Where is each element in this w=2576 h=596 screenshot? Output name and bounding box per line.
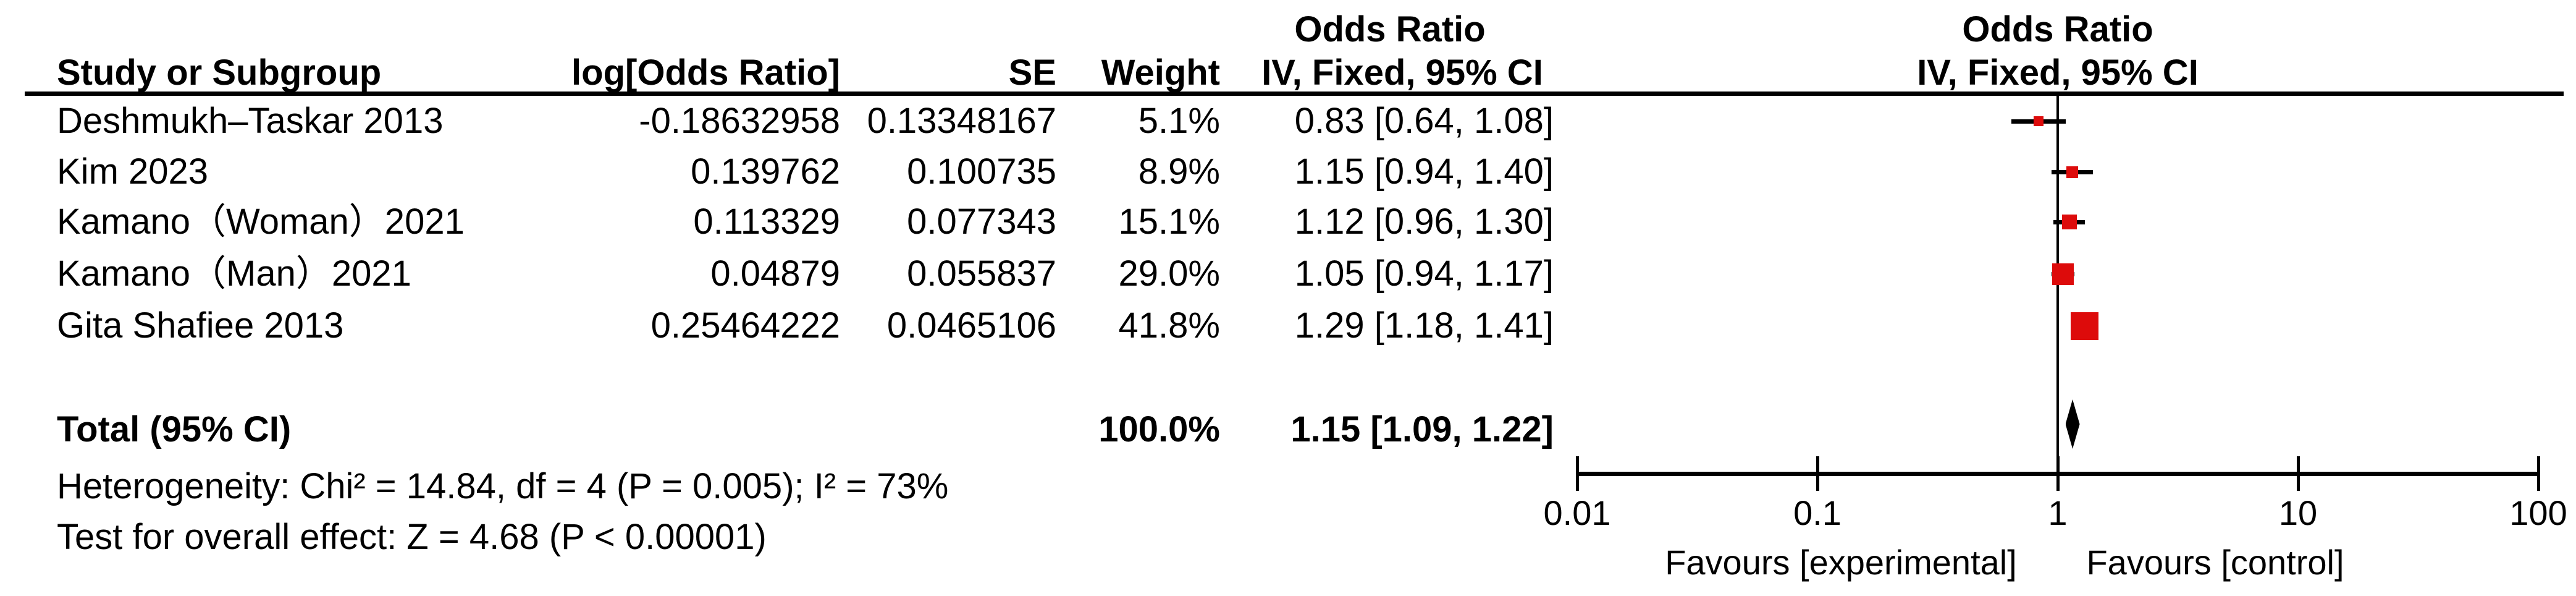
x-axis-tick-label: 1 — [2048, 493, 2068, 532]
or-ci-value: 1.15 [0.94, 1.40] — [1294, 151, 1554, 192]
weight-value: 29.0% — [1118, 253, 1220, 294]
column-header-weight: Weight — [1101, 53, 1220, 93]
column-header-se: SE — [1008, 53, 1056, 93]
x-axis-tick — [1816, 456, 1819, 491]
weight-value: 8.9% — [1138, 151, 1220, 192]
overall-effect-text: Test for overall effect: Z = 4.68 (P < 0… — [57, 517, 767, 557]
log-odds-ratio-value: -0.18632958 — [639, 101, 840, 141]
column-header-study: Study or Subgroup — [57, 53, 382, 93]
favours-control-label: Favours [control] — [2086, 543, 2344, 582]
se-value: 0.13348167 — [867, 101, 1056, 141]
total-label: Total (95% CI) — [57, 409, 292, 449]
study-name: Gita Shafiee 2013 — [57, 305, 344, 346]
x-axis-tick — [1575, 456, 1579, 491]
study-weight-square-marker — [2033, 116, 2044, 126]
column-header-plot-ci: IV, Fixed, 95% CI — [1917, 53, 2199, 93]
x-axis-tick — [2296, 456, 2300, 491]
se-value: 0.055837 — [907, 253, 1056, 294]
log-odds-ratio-value: 0.139762 — [691, 151, 840, 192]
heterogeneity-text: Heterogeneity: Chi² = 14.84, df = 4 (P =… — [57, 466, 949, 506]
se-value: 0.0465106 — [886, 305, 1056, 346]
x-axis-tick-label: 100 — [2509, 493, 2567, 532]
study-weight-square-marker — [2052, 263, 2074, 285]
se-value: 0.100735 — [907, 151, 1056, 192]
favours-experimental-label: Favours [experimental] — [1665, 543, 2017, 582]
study-weight-square-marker — [2070, 312, 2098, 340]
total-weight: 100.0% — [1098, 409, 1220, 449]
weight-value: 41.8% — [1118, 305, 1220, 346]
odds-ratio-group-title-right: Odds Ratio — [1962, 9, 2153, 49]
log-odds-ratio-value: 0.113329 — [693, 202, 840, 242]
x-axis-tick-label: 0.1 — [1793, 493, 1842, 532]
study-weight-square-marker — [2066, 166, 2079, 178]
or-ci-value: 0.83 [0.64, 1.08] — [1294, 101, 1554, 141]
total-or-ci: 1.15 [1.09, 1.22] — [1290, 409, 1554, 449]
odds-ratio-group-title-left: Odds Ratio — [1294, 9, 1486, 49]
header-underline — [25, 92, 2564, 96]
x-axis-tick — [2536, 456, 2540, 491]
total-effect-diamond — [2065, 399, 2080, 449]
or-ci-value: 1.12 [0.96, 1.30] — [1294, 202, 1554, 242]
study-name: Kamano（Man）2021 — [57, 253, 411, 294]
x-axis-tick — [2056, 456, 2060, 491]
se-value: 0.077343 — [907, 202, 1056, 242]
weight-value: 5.1% — [1138, 101, 1220, 141]
or-ci-value: 1.05 [0.94, 1.17] — [1294, 253, 1554, 294]
log-odds-ratio-value: 0.25464222 — [650, 305, 840, 346]
study-weight-square-marker — [2062, 215, 2077, 229]
study-name: Kamano（Woman）2021 — [57, 202, 465, 242]
x-axis-tick-label: 10 — [2278, 493, 2318, 532]
weight-value: 15.1% — [1118, 202, 1220, 242]
column-header-or-ci: IV, Fixed, 95% CI — [1261, 53, 1543, 93]
study-name: Kim 2023 — [57, 151, 209, 192]
x-axis-tick-label: 0.01 — [1543, 493, 1611, 532]
or-ci-value: 1.29 [1.18, 1.41] — [1294, 305, 1554, 346]
column-header-log-odds-ratio: log[Odds Ratio] — [571, 53, 840, 93]
log-odds-ratio-value: 0.04879 — [710, 253, 840, 294]
study-name: Deshmukh–Taskar 2013 — [57, 101, 444, 141]
